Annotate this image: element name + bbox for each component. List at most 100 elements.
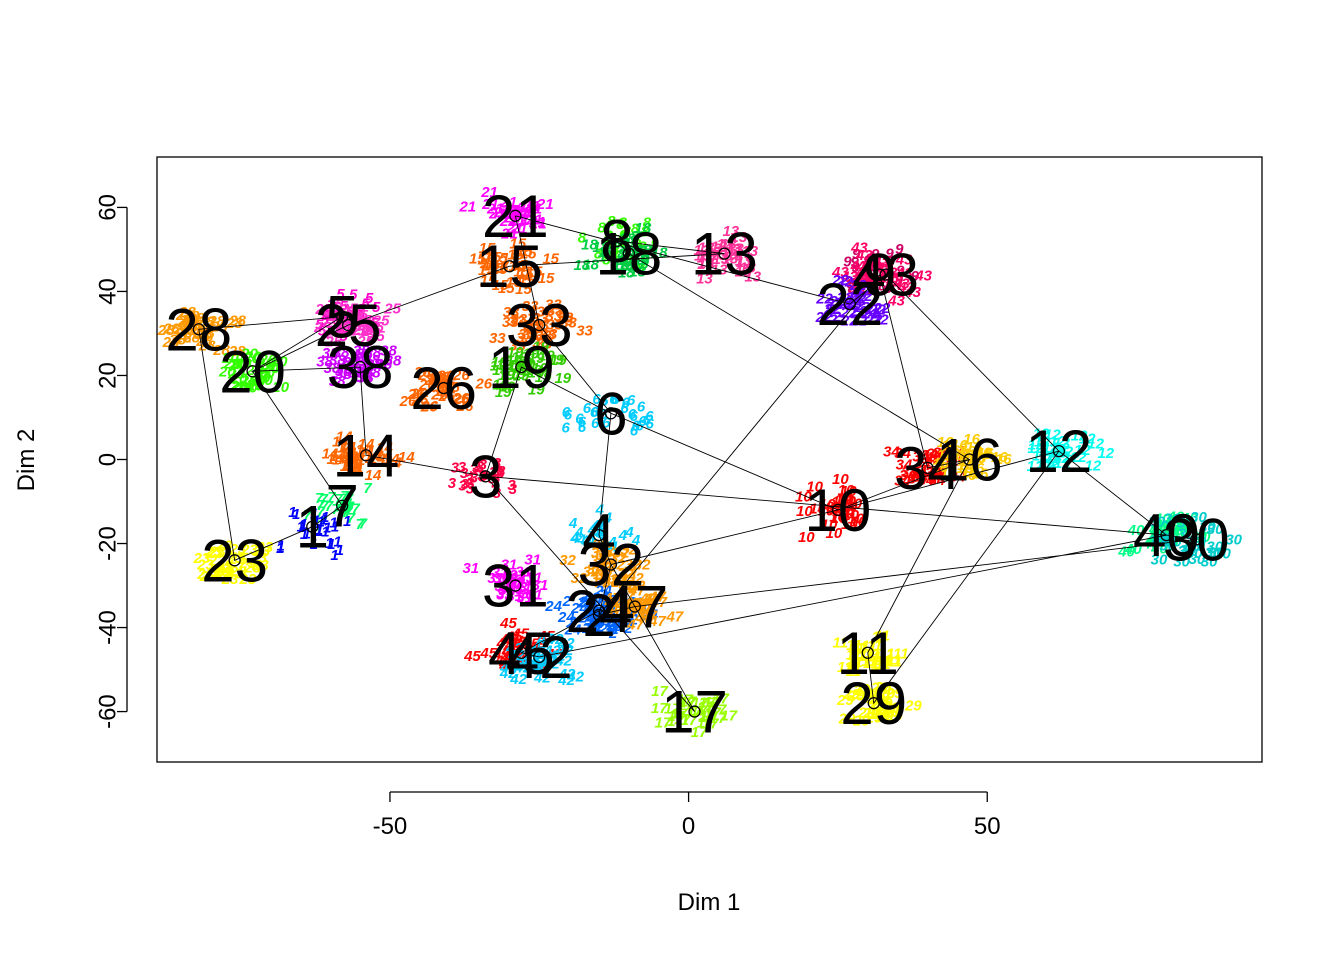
point-label: 31	[532, 577, 549, 594]
point-label: 22	[836, 289, 854, 306]
point-label: 2	[582, 601, 592, 618]
centroid-marker	[336, 499, 349, 512]
point-label: 4	[601, 539, 611, 556]
point-label: 42	[506, 656, 524, 673]
point-label: 45	[496, 635, 514, 652]
point-label: 5	[370, 315, 379, 332]
point-label: 1	[321, 524, 329, 541]
point-label: 24	[617, 609, 635, 626]
point-label: 1	[276, 540, 284, 557]
point-label: 3	[491, 457, 500, 474]
point-label: 30	[1160, 532, 1177, 549]
point-label: 16	[963, 431, 980, 448]
point-label: 1	[323, 519, 331, 536]
point-label: 20	[223, 356, 241, 373]
point-label: 31	[510, 571, 527, 588]
point-label: 3	[488, 471, 497, 488]
point-label: 34	[946, 448, 963, 465]
centroid-marker	[831, 503, 845, 517]
point-label: 42	[532, 638, 550, 655]
point-label: 5	[321, 312, 330, 329]
point-label: 23	[215, 558, 233, 575]
point-label: 38	[339, 356, 356, 373]
point-label: 11	[893, 645, 909, 662]
point-label: 10	[798, 529, 815, 546]
point-label: 17	[667, 708, 684, 725]
point-label: 47	[609, 600, 627, 617]
point-label: 28	[207, 313, 225, 330]
centroid-label: 40	[1133, 502, 1200, 569]
point-label: 5	[315, 317, 324, 334]
point-label: 17	[697, 714, 714, 731]
point-label: 9	[851, 259, 860, 276]
point-label: 17	[703, 694, 720, 711]
point-label: 26	[413, 364, 431, 381]
point-label: 19	[492, 362, 509, 379]
point-label: 12	[1044, 455, 1061, 472]
centroid-marker	[718, 247, 731, 260]
point-label: 8	[638, 242, 647, 259]
point-label: 25	[356, 333, 374, 350]
point-label: 38	[322, 345, 339, 362]
point-label: 38	[380, 343, 397, 360]
point-label: 18	[633, 252, 650, 269]
point-label: 15	[517, 266, 534, 283]
point-label: 24	[584, 609, 602, 626]
point-label: 29	[842, 686, 860, 703]
point-label: 13	[697, 256, 714, 273]
point-label: 29	[853, 682, 871, 699]
point-label: 18	[618, 265, 635, 282]
point-label: 29	[875, 709, 893, 726]
point-label: 6	[629, 408, 638, 425]
centroid-marker	[341, 318, 355, 332]
point-label: 45	[499, 631, 517, 648]
point-label: 7	[334, 491, 343, 508]
point-label: 29	[852, 713, 870, 730]
point-label: 8	[636, 260, 645, 277]
point-label: 16	[975, 446, 992, 463]
point-label: 29	[882, 704, 900, 721]
point-label: 43	[914, 268, 932, 285]
point-label: 13	[735, 264, 752, 281]
centroid-label: 2	[582, 582, 615, 649]
point-label: 38	[329, 373, 346, 390]
point-label: 32	[591, 544, 608, 561]
point-label: 47	[623, 601, 641, 618]
centroid-marker	[622, 247, 636, 260]
point-label: 9	[869, 254, 878, 271]
point-label: 25	[325, 296, 343, 313]
point-label: 31	[496, 587, 513, 604]
point-label: 34	[912, 449, 929, 466]
point-label: 14	[346, 461, 363, 478]
point-label: 5	[336, 305, 345, 322]
point-label: 29	[836, 692, 854, 709]
point-label: 3	[448, 475, 457, 492]
point-label: 31	[519, 579, 536, 596]
point-label: 1	[312, 513, 320, 530]
point-label: 22	[823, 308, 841, 325]
centroid-label: 26	[410, 355, 477, 422]
point-label: 30	[1164, 510, 1181, 527]
point-label: 15	[515, 272, 532, 289]
point-label: 3	[492, 463, 501, 480]
point-label: 33	[536, 335, 553, 352]
point-label: 24	[598, 621, 616, 638]
cluster-path-line	[198, 215, 1197, 712]
centroid-label: 43	[852, 242, 919, 309]
point-label: 7	[359, 515, 368, 532]
point-label: 2	[610, 621, 620, 638]
point-label: 2	[585, 594, 595, 611]
point-label: 11	[846, 646, 862, 663]
centroid-marker	[592, 528, 606, 542]
point-label: 7	[345, 502, 354, 519]
point-label: 31	[521, 585, 538, 602]
point-label: 4	[594, 520, 604, 537]
point-label: 38	[333, 344, 350, 361]
point-label: 7	[316, 504, 325, 521]
point-label: 14	[342, 448, 359, 465]
point-label: 32	[610, 571, 627, 588]
point-label: 31	[506, 588, 523, 605]
point-label: 8	[641, 224, 650, 241]
centroid-marker	[228, 554, 241, 567]
point-label: 26	[417, 367, 435, 384]
